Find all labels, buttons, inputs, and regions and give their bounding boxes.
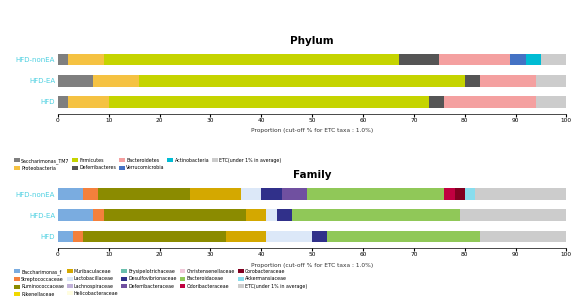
Bar [312,231,327,242]
Bar [73,231,83,242]
Bar [276,209,292,221]
Bar [58,231,73,242]
Bar [465,75,480,87]
Bar [83,188,98,200]
Bar [94,75,139,87]
Bar [58,54,68,65]
Bar [307,188,444,200]
Bar [266,209,276,221]
Bar [225,231,266,242]
Bar [399,54,439,65]
Bar [241,188,261,200]
Bar [98,188,190,200]
Bar [292,209,460,221]
Bar [103,209,246,221]
Bar [58,188,83,200]
Bar [190,188,241,200]
Title: Phylum: Phylum [290,36,334,46]
Bar [480,75,536,87]
Bar [444,96,536,108]
Bar [68,96,109,108]
Bar [58,209,94,221]
Bar [58,96,68,108]
Bar [58,75,94,87]
Bar [439,54,510,65]
Bar [510,54,526,65]
Bar [327,231,480,242]
X-axis label: Proportion (cut-off % for ETC taxa : 1.0%): Proportion (cut-off % for ETC taxa : 1.0… [251,263,373,268]
Bar [94,209,103,221]
Bar [465,188,475,200]
Bar [266,231,312,242]
Bar [246,209,266,221]
Bar [536,96,566,108]
Bar [480,231,566,242]
Bar [109,96,429,108]
Legend: Baccharimonas_f, Streptococcaceae, Ruminococcaceae, Rikenellaceae, Muribaculacea: Baccharimonas_f, Streptococcaceae, Rumin… [14,269,307,297]
Legend: Saccharimonas_TM7, Proteobacteria, Firmicutes, Deferribacteres, Bacteroidetes, V: Saccharimonas_TM7, Proteobacteria, Firmi… [14,158,281,171]
Bar [429,96,444,108]
Bar [139,75,465,87]
Title: Family: Family [293,170,331,180]
X-axis label: Proportion (cut-off % for ETC taxa : 1.0%): Proportion (cut-off % for ETC taxa : 1.0… [251,128,373,133]
Bar [460,209,566,221]
Bar [261,188,281,200]
Bar [536,75,566,87]
Bar [103,54,399,65]
Bar [541,54,566,65]
Bar [444,188,454,200]
Bar [526,54,541,65]
Bar [454,188,465,200]
Bar [68,54,103,65]
Bar [281,188,307,200]
Bar [83,231,225,242]
Bar [475,188,566,200]
